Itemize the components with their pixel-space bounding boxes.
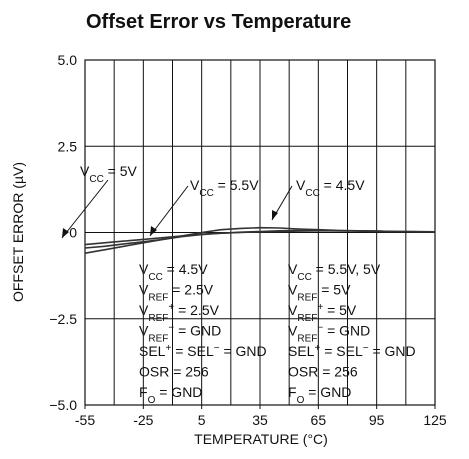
x-axis-label: TEMPERATURE (°C) <box>194 431 328 447</box>
y-tick-label: −5.0 <box>49 397 77 413</box>
text-run: REF <box>148 313 168 324</box>
text-run: − <box>168 322 174 333</box>
x-tick-label: 95 <box>369 412 385 428</box>
text-run: V <box>80 163 90 179</box>
text-run: F <box>288 384 297 400</box>
text-run: O <box>297 395 305 406</box>
text-run: REF <box>297 333 317 344</box>
text-run: − <box>214 343 220 354</box>
text-run: OSR = 256 <box>288 364 358 380</box>
arrowhead <box>150 226 157 236</box>
text-run: = 5V <box>104 163 138 179</box>
text-run: = 5.5V, 5V <box>312 261 381 277</box>
text-run: CC <box>297 272 311 283</box>
x-tick-label: 5 <box>198 412 206 428</box>
text-run: V <box>288 323 298 339</box>
text-run: = GND <box>174 323 221 339</box>
note-line: OSR = 256 <box>139 364 209 380</box>
text-run: O <box>148 395 156 406</box>
note-line: OSR = 256 <box>288 364 358 380</box>
text-run: CC <box>199 188 213 199</box>
arrowhead <box>62 228 69 238</box>
text-run: = SEL <box>171 343 214 359</box>
x-tick-label: 125 <box>423 412 447 428</box>
text-run: V <box>190 177 200 193</box>
arrowheads <box>62 210 278 238</box>
note-line: SEL+ = SEL− = GND <box>288 343 416 360</box>
text-run: SEL <box>288 343 315 359</box>
y-tick-label: 0 <box>69 225 77 241</box>
note-line: FO = GND <box>288 384 351 406</box>
text-run: = 4.5V <box>163 261 208 277</box>
chart-title: Offset Error vs Temperature <box>86 11 351 33</box>
note-line: VREF+ = 2.5V <box>139 302 220 324</box>
data-line <box>84 226 435 254</box>
text-run: REF <box>148 333 168 344</box>
text-run: + <box>317 302 323 313</box>
note-line: VREF− = GND <box>288 322 370 344</box>
text-run: = 4.5V <box>320 177 365 193</box>
text-run: = 5.5V <box>214 177 259 193</box>
text-run: V <box>139 282 149 298</box>
note-line: SEL+ = SEL− = GND <box>139 343 267 360</box>
text-run: V <box>288 261 298 277</box>
text-run: + <box>314 343 320 354</box>
text-run: V <box>288 302 298 318</box>
text-run: V <box>139 323 149 339</box>
text-run: = GND <box>369 343 416 359</box>
text-run: OSR = 256 <box>139 364 209 380</box>
text-run: = GND <box>323 323 370 339</box>
text-run: REF <box>297 313 317 324</box>
x-tick-label: 35 <box>252 412 268 428</box>
text-run: + <box>168 302 174 313</box>
x-tick-label: -25 <box>133 412 153 428</box>
text-run: = GND <box>220 343 267 359</box>
annotation: VCC = 5.5V <box>190 177 259 199</box>
y-axis-label: OFFSET ERROR (µV) <box>10 162 26 302</box>
x-tick-label: -55 <box>75 412 95 428</box>
text-run: REF <box>148 292 168 303</box>
note-line: VREF = 2.5V <box>139 282 214 304</box>
text-run: = 5V <box>317 282 351 298</box>
text-run: V <box>288 282 298 298</box>
text-run: CC <box>148 272 162 283</box>
note-line: FO = GND <box>139 384 202 406</box>
text-run: V <box>296 177 306 193</box>
annotation: VCC = 4.5V <box>296 177 365 199</box>
text-run: SEL <box>139 343 166 359</box>
note-line: VREF+ = 5V <box>288 302 357 324</box>
note-line: VCC = 5.5V, 5V <box>288 261 381 283</box>
text-run: = 5V <box>323 302 357 318</box>
text-run: V <box>139 302 149 318</box>
text-run: = GND <box>155 384 202 400</box>
annotation: VCC = 5V <box>80 163 138 185</box>
arrowhead <box>272 210 278 220</box>
arrow <box>149 185 189 237</box>
x-tick-label: 65 <box>311 412 327 428</box>
text-run: REF <box>297 292 317 303</box>
text-run: − <box>363 343 369 354</box>
text-run: V <box>139 261 149 277</box>
text-run: CC <box>305 188 319 199</box>
text-run: + <box>165 343 171 354</box>
y-tick-label: 2.5 <box>58 138 78 154</box>
text-run: = SEL <box>320 343 363 359</box>
note-line: VCC = 4.5V <box>139 261 208 283</box>
text-run: F <box>139 384 148 400</box>
note-line: VREF = 5V <box>288 282 351 304</box>
y-tick-label: −2.5 <box>49 311 77 327</box>
text-run: = 2.5V <box>174 302 219 318</box>
y-tick-label: 5.0 <box>58 52 78 68</box>
text-run: = 2.5V <box>168 282 213 298</box>
text-run: = GND <box>304 384 351 400</box>
note-line: VREF− = GND <box>139 322 221 344</box>
text-run: CC <box>89 174 103 185</box>
text-run: − <box>317 322 323 333</box>
